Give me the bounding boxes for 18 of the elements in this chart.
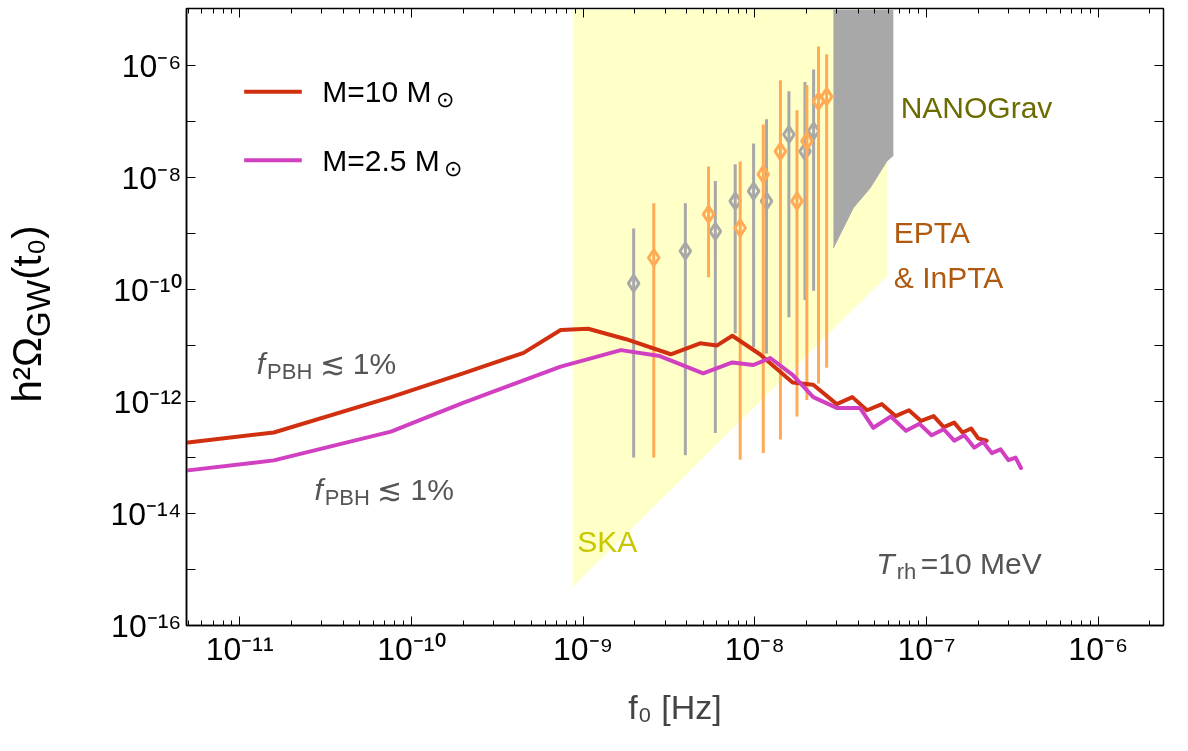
x-tick-label: 10⁻⁸ (724, 630, 785, 667)
x-tick-label: 10⁻¹⁰ (377, 630, 446, 667)
x-tick-label: 10⁻⁶ (1068, 630, 1129, 667)
y-tick-label: 10⁻⁸ (121, 159, 182, 196)
y-tick-label: 10⁻⁶ (121, 47, 182, 84)
y-tick-label: 10⁻¹⁰ (113, 271, 182, 308)
annotation: SKA (577, 525, 638, 559)
y-tick-label: 10⁻¹⁶ (111, 607, 182, 644)
annotation: NANOGrav (900, 91, 1053, 125)
legend-label: M=10 M⊙ (322, 75, 455, 113)
y-tick-label: 10⁻¹⁴ (110, 495, 182, 532)
x-axis-title: f₀ [Hz] (628, 687, 722, 726)
y-tick-label: 10⁻¹² (113, 383, 182, 420)
legend-label: M=2.5 M⊙ (322, 143, 462, 181)
annotation: EPTA & InPTA (893, 216, 1004, 295)
x-tick-label: 10⁻⁹ (552, 630, 614, 667)
x-tick-label: 10⁻⁷ (897, 630, 956, 667)
x-tick-label: 10⁻¹¹ (205, 630, 274, 667)
